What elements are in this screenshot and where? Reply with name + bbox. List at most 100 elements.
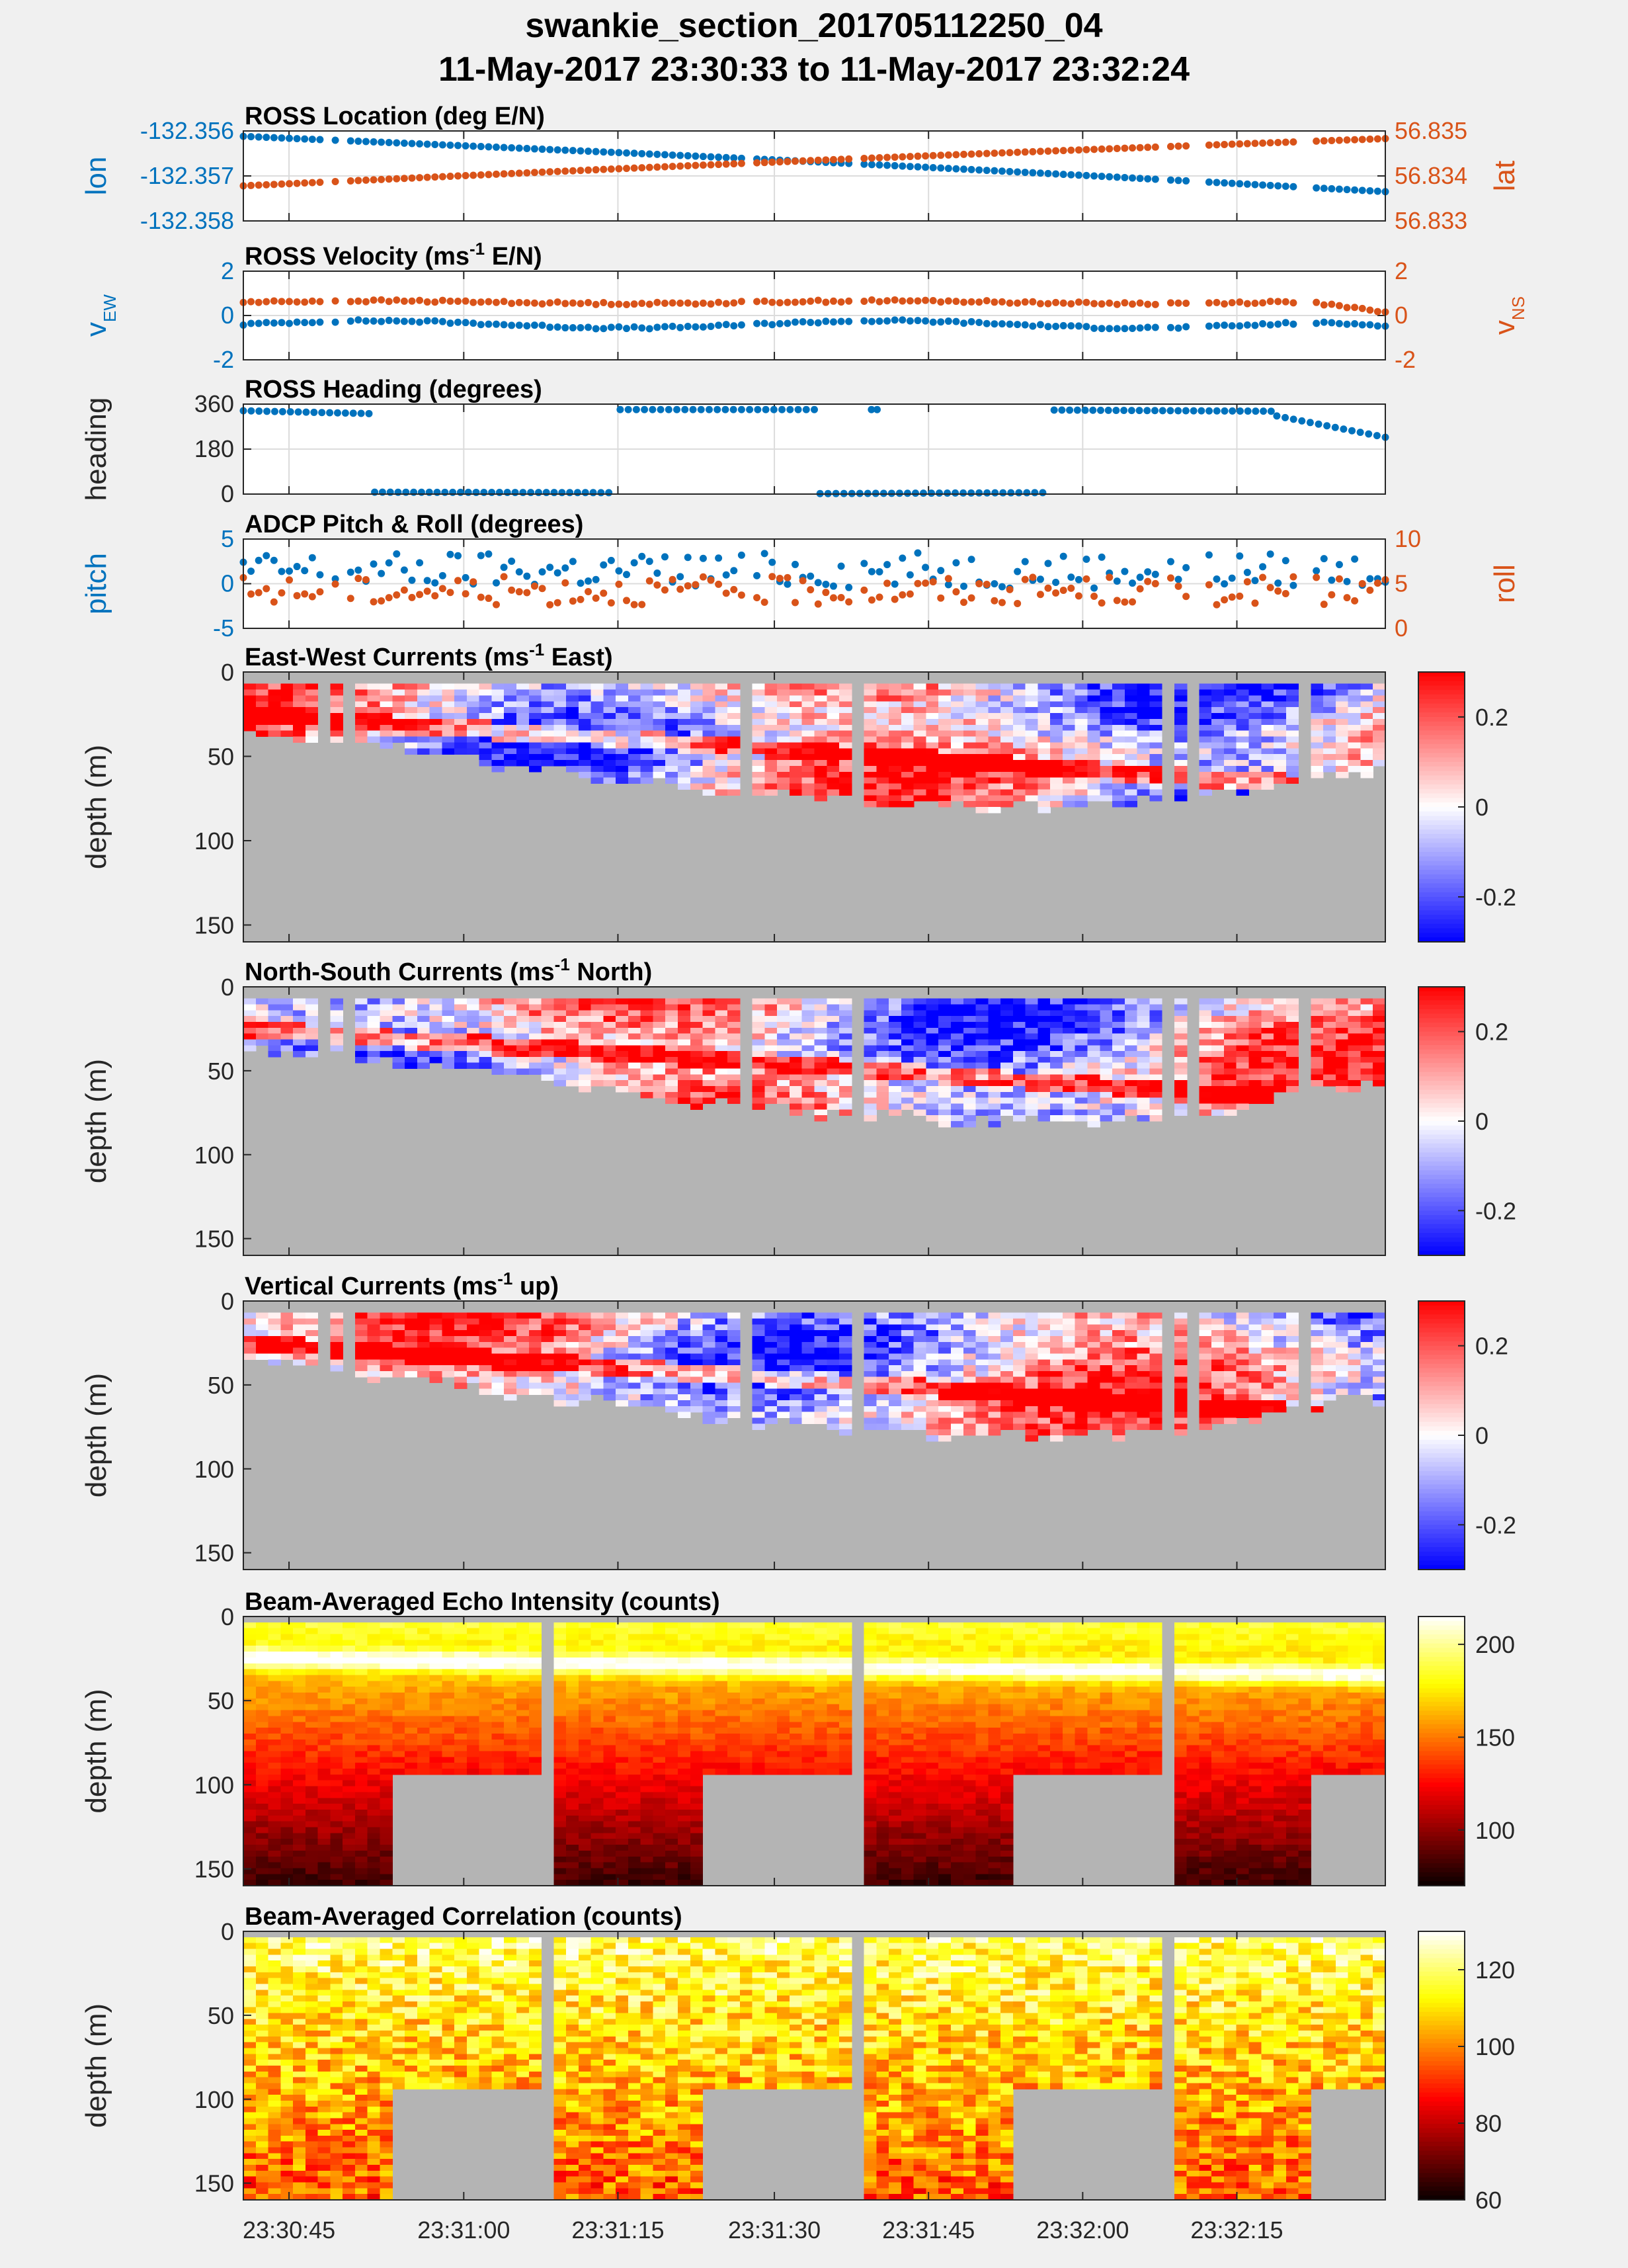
heatmap-cell (305, 707, 319, 714)
series-point (944, 165, 952, 173)
heatmap-cell (938, 1080, 952, 1087)
heatmap-cell (454, 742, 468, 749)
heatmap-cell (590, 713, 604, 720)
series-point (1358, 321, 1366, 329)
heatmap-cell (1261, 1056, 1274, 1064)
series-point (645, 558, 653, 566)
series-point (278, 180, 286, 188)
heatmap-cells (243, 998, 1386, 1128)
heatmap-cell (1038, 754, 1051, 761)
colorbar-swatch (1418, 690, 1465, 695)
heatmap-cell (578, 1010, 592, 1017)
series-point (692, 300, 700, 308)
heatmap-cell (1087, 1115, 1100, 1122)
heatmap-cell (653, 1400, 666, 1407)
heatmap-cell (590, 760, 604, 767)
heatmap-cell (1025, 1056, 1038, 1064)
heatmap-cell (243, 1027, 257, 1034)
heatmap-cell (491, 1312, 505, 1320)
heatmap-cell (442, 1370, 455, 1378)
series-point (1052, 589, 1060, 597)
heatmap-cell (1285, 1074, 1299, 1081)
heatmap-cell (876, 1341, 889, 1349)
heatmap-cell (764, 1010, 778, 1017)
heatmap-cell (926, 760, 939, 767)
heatmap-cell (1062, 689, 1076, 696)
heatmap-cell (876, 1045, 889, 1052)
heatmap-cell (901, 1417, 915, 1424)
heatmap-cell (268, 1335, 281, 1343)
heatmap-cell (926, 1423, 939, 1430)
heatmap-cell (541, 1045, 554, 1052)
series-point (255, 298, 263, 306)
heatmap-cell (1348, 689, 1362, 696)
heatmap-cell (466, 1318, 480, 1325)
heading-point (558, 489, 566, 497)
heatmap-cell (429, 683, 442, 691)
heatmap-cell (293, 1045, 306, 1052)
series-point (991, 167, 998, 175)
series-point (615, 165, 623, 173)
heatmap-cell (454, 748, 468, 755)
heatmap-cell (926, 998, 939, 1005)
heatmap-cell (889, 707, 902, 714)
heatmap-cell (1236, 1039, 1250, 1046)
heatmap-cell (801, 718, 815, 726)
heatmap-cell (405, 1318, 418, 1325)
heatmap-cell (938, 1016, 952, 1023)
series-point (792, 560, 799, 568)
heatmap-cell (454, 1062, 468, 1070)
heatmap-cell (938, 748, 952, 755)
heatmap-cell (926, 1365, 939, 1372)
heatmap-cell (789, 1027, 803, 1034)
series-point (1351, 186, 1359, 194)
colorbar-swatch (1418, 685, 1465, 691)
heatmap-cell (777, 1033, 790, 1040)
heatmap-cell (454, 707, 468, 714)
heatmap-cell (975, 736, 989, 743)
heatmap-cell (578, 754, 592, 761)
series-point (991, 149, 998, 157)
series-point (1067, 300, 1075, 308)
heatmap-cell (1373, 998, 1386, 1005)
heatmap-cell (1311, 998, 1324, 1005)
heatmap-cell (801, 1074, 815, 1081)
heatmap-cell (516, 701, 530, 708)
heatmap-cell (1112, 1016, 1125, 1023)
series-point (416, 591, 424, 599)
heatmap-cell (1012, 1086, 1026, 1093)
heatmap-cell (640, 736, 654, 743)
heatmap-cell (380, 683, 393, 691)
heatmap-cell (926, 1417, 939, 1424)
heatmap-cell (1335, 1027, 1349, 1034)
heatmap-cell (541, 1039, 554, 1046)
heatmap-cell (1248, 730, 1262, 737)
heatmap-cell (1124, 689, 1138, 696)
heatmap-cell (876, 1010, 889, 1017)
series-point (883, 579, 891, 587)
heatmap-cell (1261, 765, 1274, 773)
heatmap-cell (1000, 789, 1014, 796)
heatmap-cell (690, 765, 704, 773)
heatmap-cell (1038, 718, 1051, 726)
heatmap-cell (1360, 1004, 1373, 1011)
heatmap-cell (777, 1086, 790, 1093)
heatmap-cell (405, 1051, 418, 1058)
heatmap-cell (640, 683, 654, 691)
series-point (638, 300, 646, 308)
heatmap-cell (354, 1359, 368, 1366)
heatmap-cell (1100, 1004, 1113, 1011)
heatmap-cell (764, 1347, 778, 1355)
heatmap-cell (889, 1388, 902, 1395)
heatmap-cell (1112, 724, 1125, 732)
heatmap-cell (764, 1353, 778, 1360)
heatmap-cell (516, 1330, 530, 1337)
heatmap-cell (628, 1062, 641, 1070)
series-point (316, 588, 324, 596)
heatmap-cell (454, 1045, 468, 1052)
heatmap-cell (715, 1417, 728, 1424)
heatmap-cell (1050, 765, 1063, 773)
heatmap-cell (1360, 1062, 1373, 1070)
heatmap-cell (777, 771, 790, 778)
heatmap-cell (1335, 754, 1349, 761)
